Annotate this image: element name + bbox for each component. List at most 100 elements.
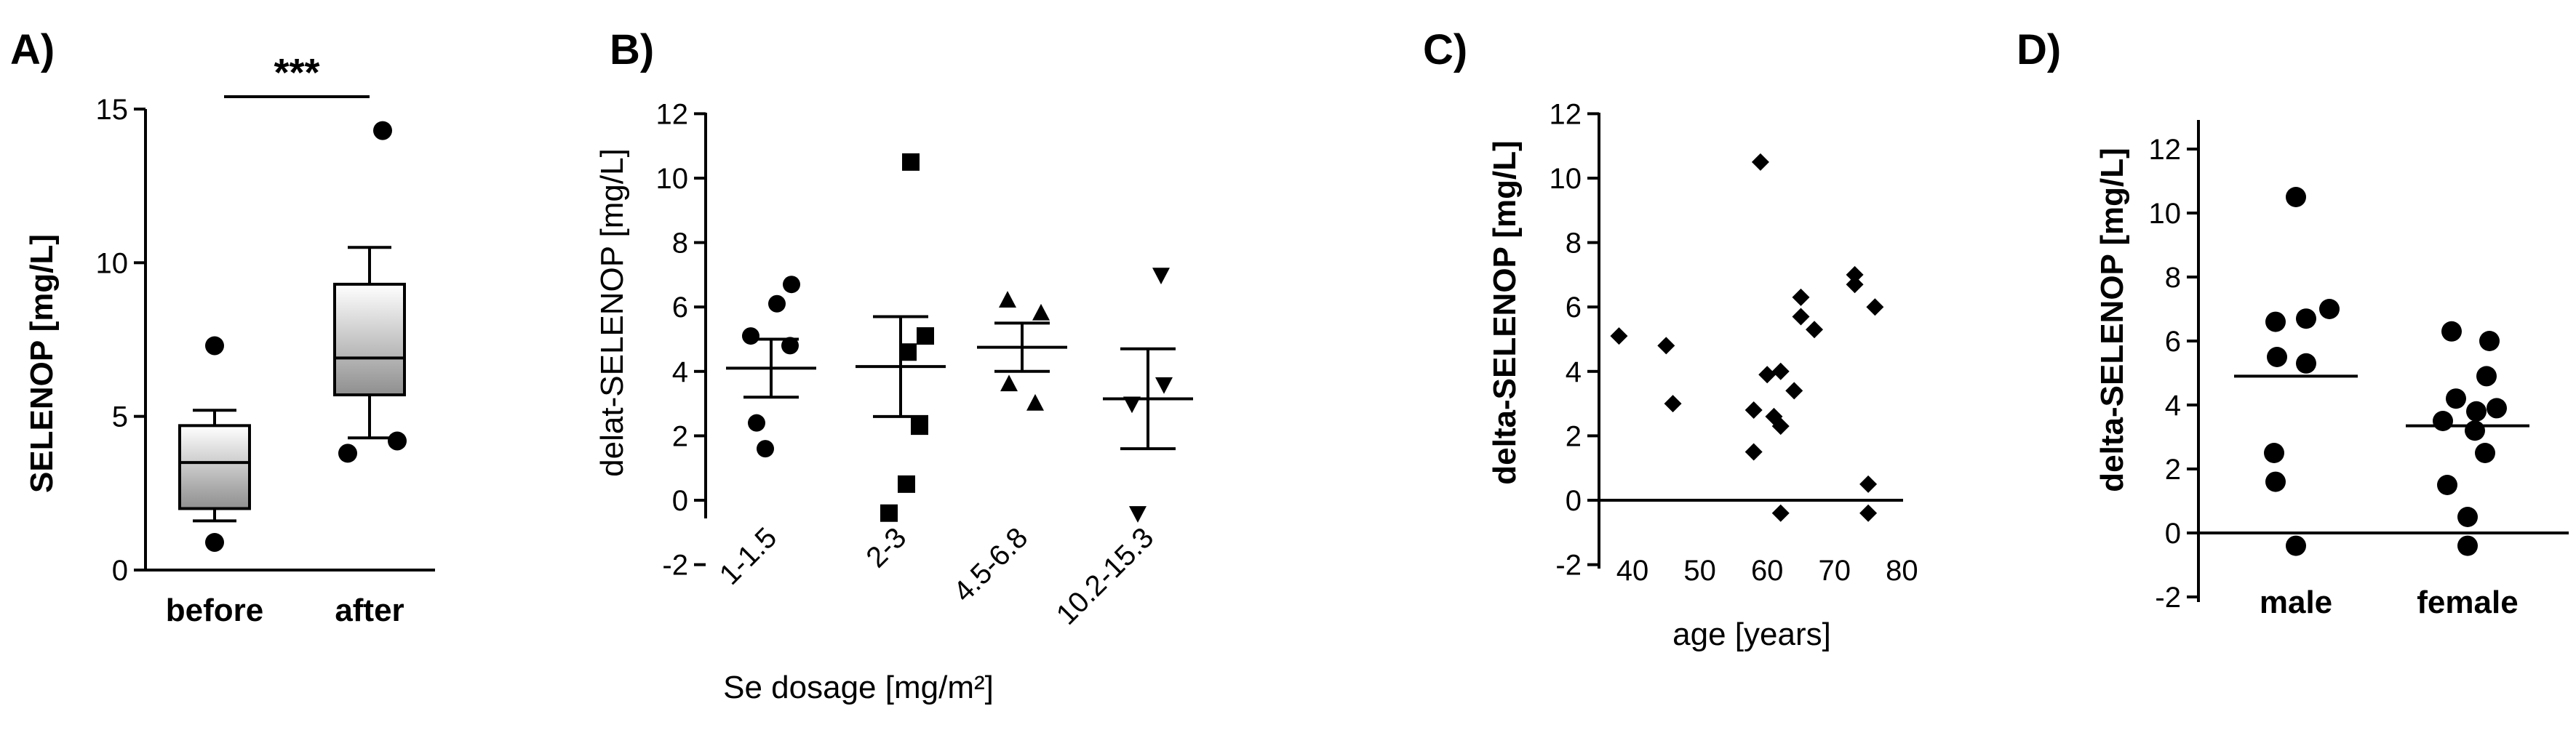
data-point — [2446, 388, 2466, 409]
data-point — [1129, 506, 1147, 523]
panel-c-xtick-label: 80 — [1886, 555, 1918, 587]
panel-c-points — [1610, 153, 1884, 522]
panel-b-xticks: 1-1.5 2-3 4.5-6.8 10.2-15.3 — [714, 521, 1160, 631]
panel-c-ytick-label: 4 — [1566, 356, 1582, 388]
panel-b-ytick-label: 8 — [672, 228, 688, 260]
data-point — [742, 327, 759, 345]
data-point — [1751, 153, 1769, 171]
panel-a-ylabel: SELENOP [mg/L] — [24, 234, 60, 493]
outlier-point — [373, 121, 392, 140]
panel-d-ytick-label: 4 — [2165, 390, 2181, 422]
panel-c-ytick-label: 6 — [1566, 292, 1582, 324]
data-point — [1152, 268, 1170, 285]
data-point — [880, 504, 898, 522]
panel-d-xtick-male: male — [2260, 585, 2332, 620]
panel-a-yticks: 0 5 10 15 — [96, 94, 145, 587]
panel-d-ytick-label: 0 — [2165, 518, 2181, 550]
panel-b-ylabel: delat-SELENOP [mg/L] — [594, 148, 630, 477]
data-point — [1032, 303, 1050, 321]
panel-a-ytick-label: 10 — [96, 247, 129, 279]
panel-c-xticks: 40 50 60 70 80 — [1616, 555, 1918, 587]
panel-d-ytick-label: 12 — [2149, 134, 2182, 166]
group-2-3 — [856, 153, 946, 522]
box-after — [333, 121, 407, 463]
panel-a-ytick-label: 15 — [96, 94, 129, 126]
data-point — [1123, 396, 1141, 414]
data-point — [1846, 265, 1864, 284]
panel-c-xtick-label: 70 — [1819, 555, 1851, 587]
data-point — [768, 294, 786, 313]
data-point — [2476, 366, 2497, 387]
data-point — [1664, 395, 1682, 413]
data-point — [1806, 321, 1824, 339]
data-point — [902, 153, 920, 171]
outlier-point — [205, 532, 224, 552]
data-point — [2475, 443, 2495, 463]
panel-b-ytick-label: 6 — [672, 292, 688, 324]
data-point — [2466, 401, 2487, 422]
data-point — [2319, 299, 2340, 319]
data-point — [1792, 288, 1810, 306]
data-point — [748, 414, 765, 432]
panel-c-ytick-label: 10 — [1550, 163, 1582, 195]
panel-d-ytick-label: 8 — [2165, 262, 2181, 294]
data-point — [999, 291, 1016, 308]
panel-b-ytick-label: 2 — [672, 420, 688, 452]
panel-b-ytick-label: 4 — [672, 356, 688, 388]
box-iqr — [178, 424, 251, 510]
data-point — [1657, 337, 1675, 355]
data-point — [2441, 321, 2462, 342]
panel-b-label: B) — [610, 26, 654, 73]
panel-b-xtick-label: 2-3 — [860, 521, 912, 574]
group-10.2-15.3 — [1103, 268, 1193, 523]
data-point — [2457, 507, 2478, 527]
outlier-point — [338, 444, 357, 463]
panel-c-xlabel: age [years] — [1672, 617, 1831, 652]
panel-c-ytick-label: 2 — [1566, 420, 1582, 452]
panel-d-ytick-label: -2 — [2155, 582, 2181, 614]
panel-b-groups — [726, 153, 1193, 523]
panel-a-ytick-label: 5 — [112, 401, 128, 433]
data-point — [2286, 187, 2306, 207]
group-male — [2234, 187, 2358, 556]
data-point — [2433, 411, 2453, 431]
panel-c-ytick-label: -2 — [1555, 550, 1582, 582]
outlier-point — [388, 431, 407, 451]
panel-b-yticks: -2 0 2 4 6 8 10 12 — [656, 98, 706, 582]
panel-b-xtick-label: 10.2-15.3 — [1050, 521, 1160, 631]
panel-c-ytick-label: 0 — [1566, 485, 1582, 517]
data-point — [898, 475, 915, 493]
data-point — [781, 337, 799, 355]
panel-c-xtick-label: 40 — [1616, 555, 1649, 587]
panel-d-ylabel: delta-SELENOP [mg/L] — [2094, 148, 2130, 492]
data-point — [2296, 353, 2316, 374]
panel-b-ytick-label: 12 — [656, 98, 689, 130]
data-point — [1744, 401, 1763, 419]
data-point — [2296, 308, 2316, 329]
data-point — [2265, 471, 2286, 492]
data-point — [2465, 420, 2485, 441]
data-point — [917, 327, 934, 345]
data-point — [757, 440, 774, 458]
box-before — [178, 336, 251, 552]
panel-b-ytick-label: 0 — [672, 485, 688, 517]
panel-d-label: D) — [2017, 26, 2061, 73]
panel-a-significance-label: *** — [274, 51, 319, 95]
panel-c-xtick-label: 50 — [1683, 555, 1716, 587]
data-point — [911, 417, 928, 436]
data-point — [2286, 535, 2306, 556]
data-point — [2479, 331, 2500, 351]
panel-d-ytick-label: 6 — [2165, 326, 2181, 358]
data-point — [2437, 475, 2457, 495]
data-point — [1771, 417, 1790, 436]
data-point — [1771, 504, 1790, 522]
data-point — [1155, 377, 1173, 394]
data-point — [1859, 504, 1878, 522]
data-point — [2265, 311, 2286, 332]
group-1-1.5 — [726, 276, 816, 458]
data-point — [1771, 362, 1790, 380]
panel-a-boxes — [178, 121, 407, 552]
panel-b-xtick-label: 4.5-6.8 — [947, 521, 1034, 608]
data-point — [2487, 398, 2507, 419]
data-point — [2264, 443, 2284, 463]
